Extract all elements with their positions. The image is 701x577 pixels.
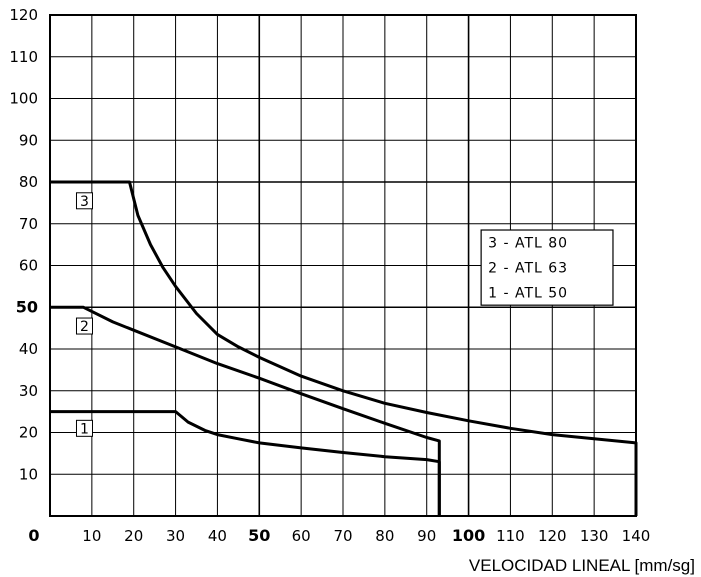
y-tick-label: 20 [19,424,38,442]
y-tick-label: 70 [19,215,38,233]
legend-entry: 1 - ATL 50 [488,286,568,302]
curve-label-1: 1 [80,421,89,437]
y-tick-label: 10 [19,465,38,483]
y-tick-label: 110 [9,48,38,66]
curve-3 [50,180,638,516]
y-tick-label: 40 [19,340,38,358]
x-tick-label: 10 [82,527,101,545]
curve-label-box [75,192,93,210]
x-tick-label: 120 [538,527,567,545]
legend-entry: 2 - ATL 63 [488,261,568,277]
legend: 3 - ATL 80 2 - ATL 63 1 - ATL 50 [480,229,614,306]
x-tick-label: 140 [622,527,651,545]
y-tick-label: 120 [9,6,38,24]
x-tick-label: 0 [28,526,39,545]
x-tick-label: 130 [580,527,609,545]
x-axis-label: VELOCIDAD LINEAL [mm/sg] [469,556,695,575]
x-tick-label: 50 [248,526,270,545]
curve-label-box [75,419,93,437]
x-tick-label: 80 [375,527,394,545]
x-tick-label: 60 [292,527,311,545]
plot-frame [49,14,637,517]
x-tick-label: 20 [124,527,143,545]
y-tick-label: 80 [19,173,38,191]
y-tick-label: 100 [9,90,38,108]
x-tick-label: 40 [208,527,227,545]
x-tick-label: 110 [496,527,525,545]
curve-label-2: 2 [80,319,89,335]
legend-box [480,229,614,306]
curve-label-box [75,317,93,335]
x-tick-labels: 0 10 20 30 40 50 60 70 80 90 100 110 120 130 140 [28,526,650,545]
curves [50,180,638,516]
y-tick-label: 90 [19,131,38,149]
y-tick-label: 60 [19,257,38,275]
curve-labels: 1 2 3 [75,192,93,437]
x-tick-label: 90 [417,527,436,545]
y-tick-label: 50 [16,297,38,316]
x-tick-label: 100 [452,526,485,545]
x-tick-label: 30 [166,527,185,545]
curve-2 [50,305,441,516]
x-tick-label: 70 [333,527,352,545]
y-tick-labels: 10 20 30 40 50 60 70 80 90 100 110 120 [9,6,38,483]
curve-1 [50,410,441,516]
legend-entry: 3 - ATL 80 [488,236,568,252]
curve-label-3: 3 [80,194,89,210]
y-tick-label: 30 [19,382,38,400]
